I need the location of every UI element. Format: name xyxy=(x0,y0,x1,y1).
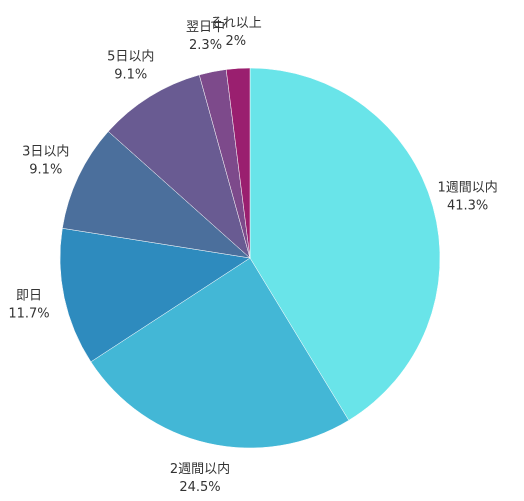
slice-label: 5日以内 xyxy=(107,49,154,65)
slice-value-label: 41.3% xyxy=(447,198,488,213)
pie-slice xyxy=(59,227,251,363)
slice-label: 即日 xyxy=(16,289,42,304)
pie-slice xyxy=(107,74,251,259)
slice-value-label: 9.1% xyxy=(29,163,62,178)
slice-value-label: 2% xyxy=(225,34,246,49)
slice-label: それ以上 xyxy=(210,16,262,31)
slice-label: 1週間以内 xyxy=(437,179,497,195)
slice-label: 2週間以内 xyxy=(170,461,230,477)
slice-label: 翌日中 xyxy=(186,20,225,35)
pie-slice xyxy=(225,67,251,259)
slice-value-label: 24.5% xyxy=(179,480,220,495)
pie-slice xyxy=(249,67,441,421)
slice-value-label: 2.3% xyxy=(189,38,222,53)
slice-value-label: 9.1% xyxy=(114,68,147,83)
pie-slice xyxy=(62,131,251,259)
slice-label: 3日以内 xyxy=(22,144,69,160)
slice-value-label: 11.7% xyxy=(8,307,49,322)
pie-slice xyxy=(90,257,350,449)
